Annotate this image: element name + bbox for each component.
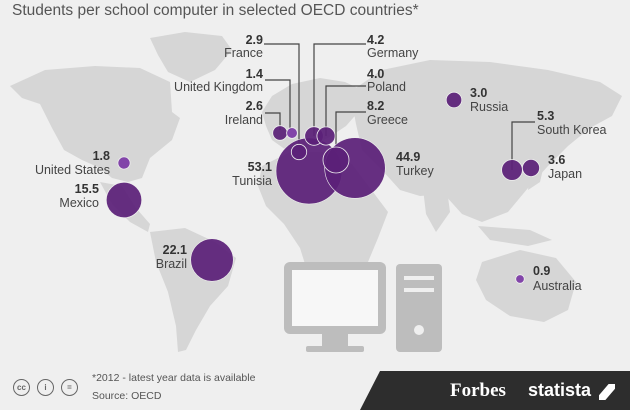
value-label-ireland: 2.6 <box>246 99 263 113</box>
country-label-united-kingdom: United Kingdom <box>174 80 263 94</box>
country-label-germany: Germany <box>367 46 419 60</box>
chart-title: Students per school computer in selected… <box>12 2 419 19</box>
value-label-mexico: 15.5 <box>75 182 99 196</box>
bubble-greece <box>322 146 350 174</box>
india-shape <box>422 180 450 232</box>
indonesia-shape <box>478 226 552 246</box>
bubble-ireland <box>272 125 288 141</box>
leader-ireland <box>265 112 281 130</box>
leader-france <box>264 43 300 152</box>
value-label-united-kingdom: 1.4 <box>246 67 263 81</box>
value-label-russia: 3.0 <box>470 86 487 100</box>
monitor-screen <box>292 270 378 326</box>
value-label-australia: 0.9 <box>533 264 550 278</box>
by-icon[interactable]: i <box>37 379 54 396</box>
bubble-russia <box>445 91 463 109</box>
country-label-mexico: Mexico <box>59 196 99 210</box>
forbes-logo[interactable]: Forbes <box>450 380 506 401</box>
bubble-south-korea <box>501 159 523 181</box>
country-label-france: France <box>224 46 263 60</box>
value-label-germany: 4.2 <box>367 33 384 47</box>
footnote: *2012 - latest year data is available <box>92 372 256 384</box>
tower-drive-1 <box>404 276 434 280</box>
nd-icon[interactable]: = <box>61 379 78 396</box>
leader-germany <box>313 43 366 136</box>
country-label-south-korea: South Korea <box>537 123 607 137</box>
source-note: Source: OECD <box>92 390 162 402</box>
country-label-turkey: Turkey <box>396 164 434 178</box>
computer-tower <box>396 264 442 352</box>
north-america-shape <box>10 66 180 182</box>
value-label-united-states: 1.8 <box>93 149 110 163</box>
country-label-japan: Japan <box>548 167 582 181</box>
bubbles-layer <box>105 91 541 284</box>
bubble-mexico <box>105 181 143 219</box>
tower-drive-2 <box>404 288 434 292</box>
value-label-south-korea: 5.3 <box>537 109 554 123</box>
value-label-brazil: 22.1 <box>163 243 187 257</box>
tower-power-button <box>414 325 424 335</box>
bubble-australia <box>515 274 525 284</box>
leader-lines <box>264 43 535 170</box>
monitor-neck <box>322 334 348 346</box>
country-label-united-states: United States <box>35 163 110 177</box>
country-label-tunisia: Tunisia <box>232 174 272 188</box>
leader-greece <box>335 111 366 160</box>
bubble-poland <box>316 126 336 146</box>
value-label-greece: 8.2 <box>367 99 384 113</box>
country-label-greece: Greece <box>367 113 408 127</box>
bubble-brazil <box>190 238 234 282</box>
asia-shape <box>350 60 622 222</box>
leader-south-korea <box>511 121 535 170</box>
statista-logo[interactable]: statista <box>528 380 592 400</box>
monitor-base <box>306 346 364 352</box>
cc-icon[interactable]: cc <box>13 379 30 396</box>
value-label-poland: 4.0 <box>367 67 384 81</box>
value-label-tunisia: 53.1 <box>248 160 272 174</box>
country-label-australia: Australia <box>533 279 582 293</box>
leader-united-kingdom <box>265 79 291 130</box>
australia-shape <box>476 250 576 322</box>
country-label-brazil: Brazil <box>156 257 187 271</box>
country-label-ireland: Ireland <box>225 113 263 127</box>
bubble-united-kingdom <box>286 127 298 139</box>
bubble-france <box>290 143 308 161</box>
value-label-japan: 3.6 <box>548 153 565 167</box>
computer-illustration <box>284 262 442 352</box>
brand-bar <box>360 371 630 410</box>
bubble-united-states <box>117 156 131 170</box>
country-label-poland: Poland <box>367 80 406 94</box>
leader-poland <box>325 85 366 136</box>
bubble-japan <box>522 158 541 177</box>
greenland-shape <box>150 32 232 82</box>
value-label-france: 2.9 <box>246 33 263 47</box>
country-label-russia: Russia <box>470 100 508 114</box>
value-label-turkey: 44.9 <box>396 150 420 164</box>
